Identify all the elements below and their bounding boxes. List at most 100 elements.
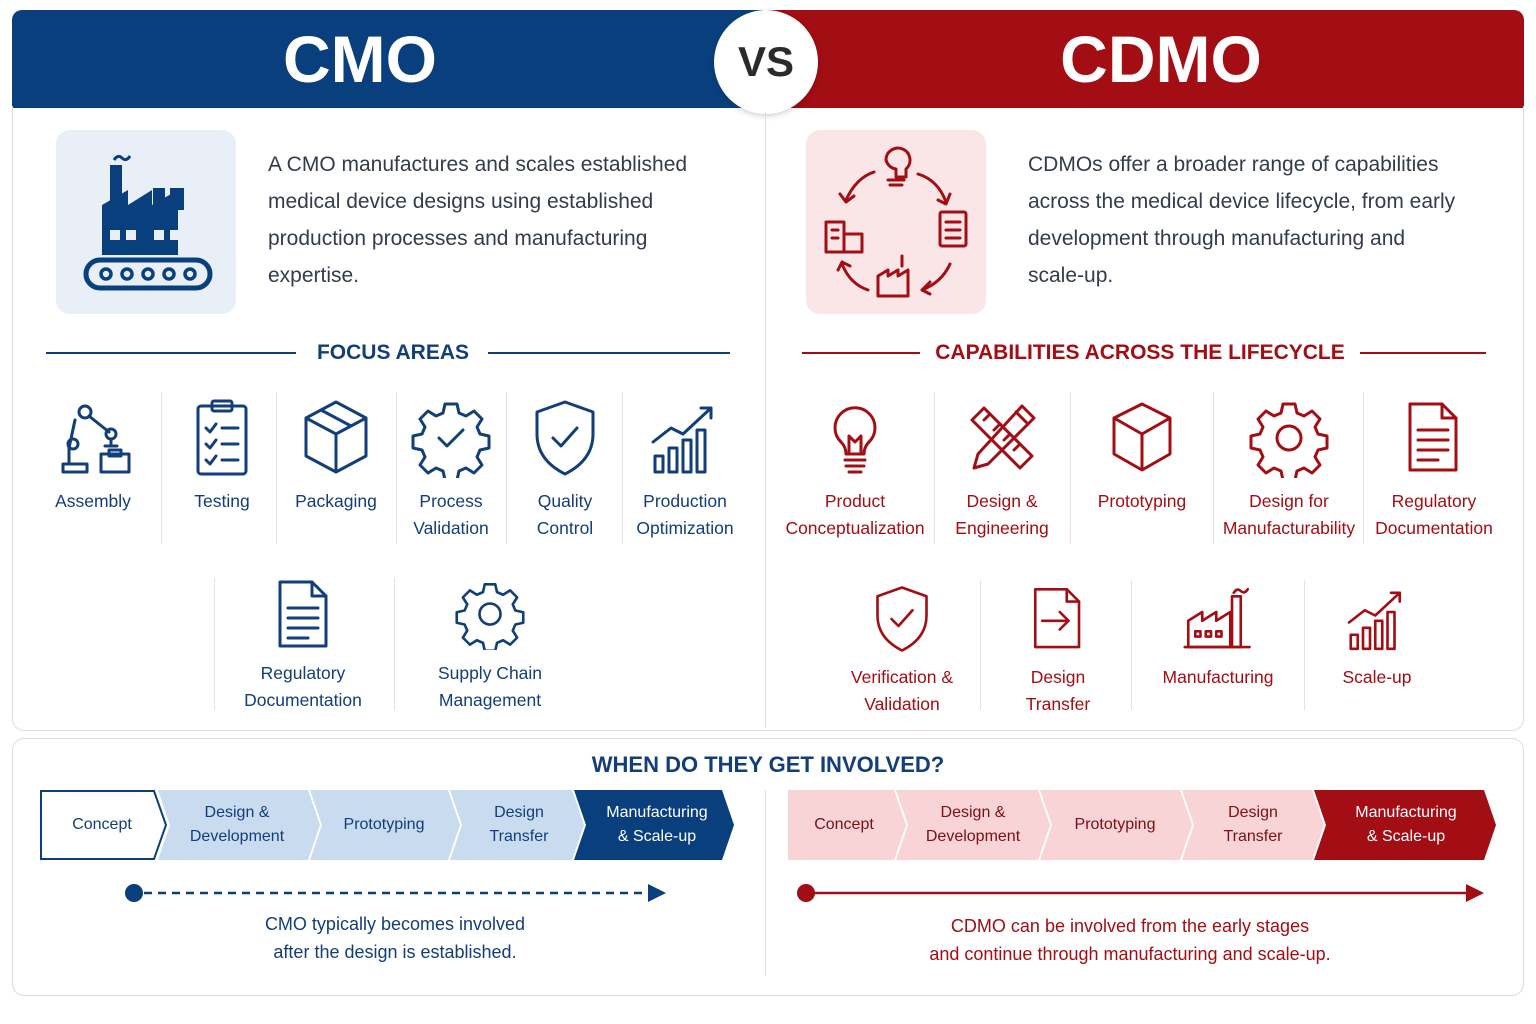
- stage-label: Manufacturing: [606, 804, 708, 821]
- item-separator: [396, 392, 397, 544]
- cmo-description-line: production processes and manufacturing: [268, 227, 648, 250]
- cmo-involvement-note: CMO typically becomes involved after the…: [160, 910, 630, 966]
- stage-label: Manufacturing: [1355, 804, 1457, 821]
- cmo-description-line: medical device designs using established: [268, 190, 654, 213]
- capability-item-label: Verification &: [850, 667, 954, 687]
- stage-label: Concept: [72, 816, 132, 833]
- focus-item-label: Validation: [413, 518, 489, 538]
- growth-chart-icon: [1347, 591, 1402, 651]
- cmo-description: A CMO manufactures and scales establishe…: [268, 146, 738, 294]
- lightbulb-icon: [833, 406, 877, 474]
- focus-item-label: Quality: [537, 491, 593, 511]
- factory-conveyor-icon: [83, 154, 213, 291]
- shield-check-icon: [876, 586, 928, 652]
- cdmo-title: CDMO: [1060, 22, 1262, 96]
- chevron-prototyping: [1040, 790, 1192, 860]
- focus-item-label: Supply Chain: [437, 663, 543, 683]
- gear-icon: [455, 582, 525, 650]
- stage-label: Design &: [204, 804, 270, 821]
- cdmo-stage-label: Manufacturing & Scale-up: [1330, 790, 1482, 860]
- item-separator: [1363, 392, 1364, 544]
- capability-item-label: Design: [1030, 667, 1086, 687]
- capability-item-label: Engineering: [955, 518, 1049, 538]
- capability-item-design-engineering: Design & Engineering: [942, 398, 1062, 542]
- focus-item-label: Regulatory: [260, 663, 346, 683]
- involvement-title: WHEN DO THEY GET INVOLVED?: [591, 752, 945, 777]
- note-line: CMO typically becomes involved: [264, 914, 526, 934]
- focus-title-line-right: [488, 352, 730, 354]
- focus-item-label: Testing: [194, 491, 250, 511]
- cmo-title: CMO: [283, 22, 437, 96]
- cdmo-description-line: scale-up.: [1028, 264, 1114, 287]
- item-separator: [1304, 580, 1305, 710]
- chevron-manufacturing-scale-up: [574, 790, 734, 860]
- capability-item-label: Conceptualization: [785, 518, 925, 538]
- item-separator: [622, 392, 623, 544]
- item-separator: [506, 392, 507, 544]
- stage-label: Concept: [814, 816, 874, 833]
- stage-label: Transfer: [489, 828, 549, 845]
- focus-item-process-validation: Process Validation: [400, 398, 502, 542]
- stage-label: Prototyping: [343, 816, 425, 833]
- capability-item-design-for-manufacturability: Design for Manufacturability: [1218, 398, 1360, 542]
- focus-item-regulatory-documentation: Regulatory Documentation: [228, 578, 378, 714]
- cdmo-description-line: across the medical device lifecycle, fro…: [1028, 190, 1456, 213]
- stage-label: Development: [189, 828, 285, 845]
- stage-label: & Scale-up: [617, 828, 697, 845]
- chevron-concept: [788, 790, 906, 860]
- capabilities-title-line-left: [802, 352, 920, 354]
- capability-item-label: Transfer: [1025, 694, 1091, 714]
- stage-label: Design: [494, 804, 544, 821]
- focus-item-label: Process: [419, 491, 483, 511]
- note-line: and continue through manufacturing and s…: [929, 944, 1331, 964]
- item-separator: [394, 578, 395, 710]
- item-separator: [934, 392, 935, 544]
- note-line: after the design is established.: [273, 942, 517, 962]
- capability-item-label: Regulatory: [1391, 491, 1477, 511]
- cdmo-stage-label: Concept: [790, 790, 898, 860]
- focus-item-label: Optimization: [636, 518, 734, 538]
- growth-chart-icon: [651, 406, 713, 474]
- focus-item-label: Documentation: [244, 690, 362, 710]
- focus-item-label: Assembly: [55, 491, 131, 511]
- chevron-design-transfer: [450, 790, 584, 860]
- item-separator: [1213, 392, 1214, 544]
- cdmo-involvement-arrow: [797, 884, 1484, 902]
- item-separator: [214, 578, 215, 710]
- stage-label: Design: [1228, 804, 1278, 821]
- capability-item-label: Documentation: [1375, 518, 1493, 538]
- document-icon: [278, 580, 328, 648]
- stage-label: Design &: [940, 804, 1006, 821]
- stage-label: Development: [925, 828, 1021, 845]
- focus-item-packaging: Packaging: [284, 398, 388, 515]
- stage-label: & Scale-up: [1366, 828, 1446, 845]
- document-icon: [1408, 402, 1458, 472]
- factory-icon: [1183, 587, 1251, 649]
- robotic-arm-icon: [61, 404, 131, 474]
- cdmo-description: CDMOs offer a broader range of capabilit…: [1028, 146, 1498, 294]
- involvement-panel: [12, 738, 1524, 996]
- cmo-description-line: expertise.: [268, 264, 360, 287]
- cmo-involvement-arrow: [125, 884, 666, 902]
- focus-item-label: Management: [438, 690, 542, 710]
- vs-badge: VS: [714, 10, 818, 114]
- item-separator: [1070, 392, 1071, 544]
- shield-check-icon: [535, 400, 595, 476]
- cdmo-stage-label: Design & Development: [904, 790, 1042, 860]
- transfer-document-icon: [1033, 587, 1081, 649]
- item-separator: [1131, 580, 1132, 710]
- cdmo-stage-chevrons: [788, 790, 1496, 860]
- capability-item-prototyping: Prototyping: [1080, 398, 1204, 515]
- capability-item-verification-validation: Verification & Validation: [832, 584, 972, 718]
- item-separator: [980, 580, 981, 710]
- focus-item-testing: Testing: [172, 398, 272, 515]
- cmo-stage-chevrons: [40, 790, 734, 860]
- note-line: CDMO can be involved from the early stag…: [950, 916, 1310, 936]
- capability-item-label: Design for: [1249, 491, 1329, 511]
- cdmo-description-line: CDMOs offer a broader range of capabilit…: [1028, 153, 1439, 176]
- capability-item-label: Validation: [864, 694, 940, 714]
- chevron-manufacturing-scale-up: [1314, 790, 1496, 860]
- cmo-stage-label: Manufacturing & Scale-up: [590, 790, 724, 860]
- box-icon: [304, 400, 368, 474]
- stage-label: Transfer: [1223, 828, 1283, 845]
